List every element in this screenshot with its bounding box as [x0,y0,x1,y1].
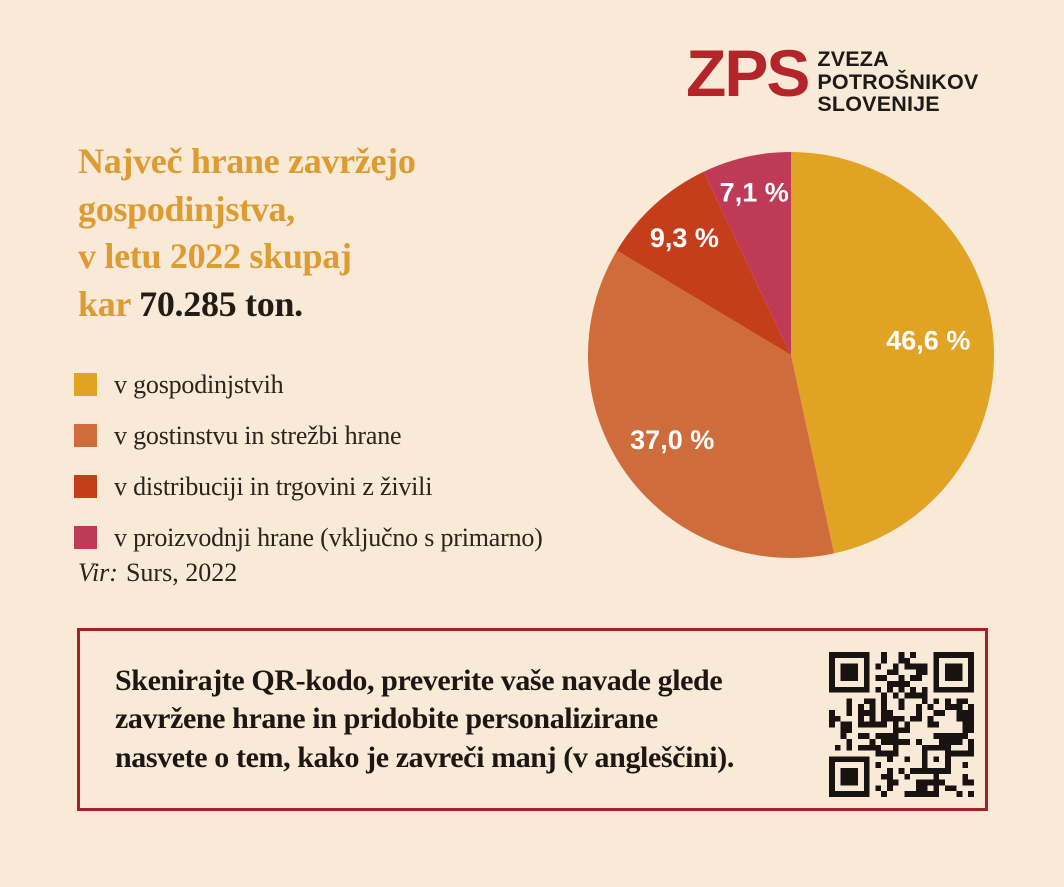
pie-slice-label: 9,3 % [650,223,719,253]
headline-total-tons: 70.285 ton. [139,283,303,324]
legend-item: v gostinstvu in strežbi hrane [74,410,543,461]
headline-line: v letu 2022 skupaj [78,236,352,276]
legend-item: v distribuciji in trgovini z živili [74,461,543,512]
zps-logo-name: ZVEZA POTROŠNIKOV SLOVENIJE [817,48,978,116]
zps-logo: ZPS ZVEZA POTROŠNIKOV SLOVENIJE [686,36,978,116]
legend-label: v gostinstvu in strežbi hrane [114,420,402,450]
cta-text-line: Skenirajte QR-kodo, preverite vaše navad… [115,663,723,697]
cta-text-line: nasvete o tem, kako je zavreči manj (v a… [115,740,734,774]
headline-line: Največ hrane zavržejo [78,141,416,181]
headline-line: gospodinjstva, [78,188,295,229]
pie-slice-label: 37,0 % [630,425,714,455]
zps-logo-name-line: SLOVENIJE [817,92,940,116]
qr-modules [829,652,974,797]
chart-legend: v gospodinjstvih v gostinstvu in strežbi… [74,359,543,563]
legend-swatch [74,373,97,396]
legend-label: v gospodinjstvih [114,369,284,399]
legend-swatch [74,475,97,498]
pie-slice-label: 46,6 % [886,325,970,355]
legend-swatch [74,424,97,447]
legend-item: v proizvodnji hrane (vključno s primarno… [74,512,543,563]
pie-slice-label: 7,1 % [720,178,789,208]
legend-item: v gospodinjstvih [74,359,543,410]
legend-swatch [74,526,97,549]
pie-slice [703,152,791,355]
pie-chart: 46,6 % 37,0 % 9,3 %7,1 % [588,152,994,558]
headline-accent-word: kar [78,283,131,324]
zps-logo-abbr: ZPS [686,36,810,110]
zps-logo-name-line: POTROŠNIKOV [817,69,979,94]
pie-slice [588,250,835,558]
cta-text-line: zavržene hrane in pridobite personalizir… [115,702,658,736]
source-value: Surs, 2022 [125,558,238,587]
source-note: Vir: Surs, 2022 [78,558,237,588]
pie-slice [616,171,791,355]
legend-label: v distribuciji in trgovini z živili [114,471,433,501]
pie-slice [791,152,994,554]
legend-label: v proizvodnji hrane (vključno s primarno… [114,522,543,552]
qr-code [829,652,974,797]
zps-logo-name-line: ZVEZA [817,47,889,71]
page-title: Največ hrane zavržejo gospodinjstva, v l… [78,138,416,328]
cta-box: Skenirajte QR-kodo, preverite vaše navad… [77,628,988,811]
headline-line: kar 70.285 ton. [78,281,416,329]
source-label: Vir: [78,558,118,587]
